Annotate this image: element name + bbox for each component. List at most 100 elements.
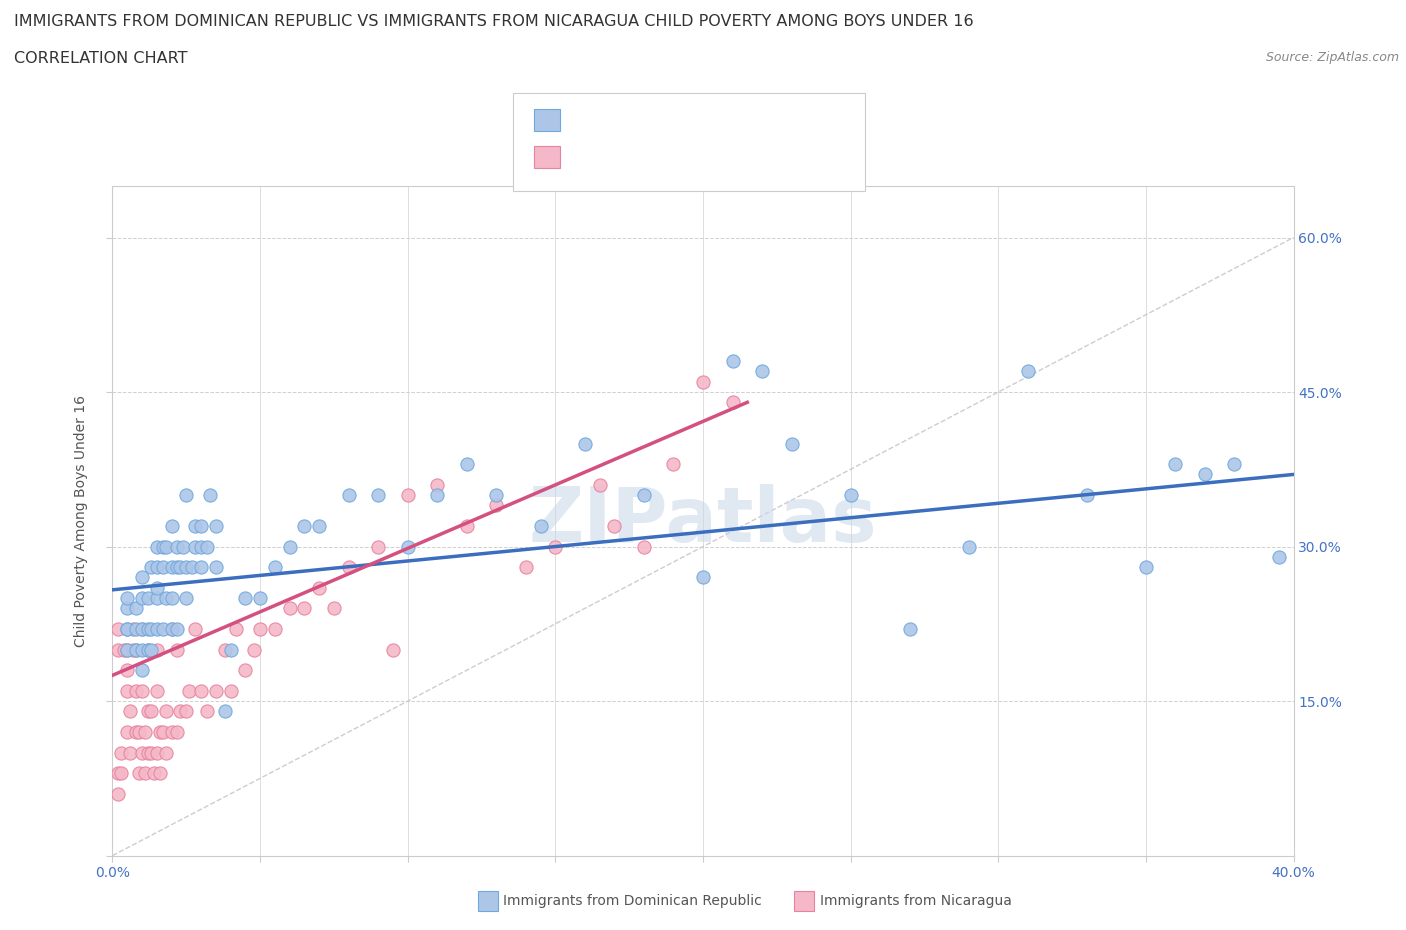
- Point: [125, 601, 148, 616]
- Point: [249, 591, 271, 605]
- Point: [181, 560, 204, 575]
- Point: [603, 519, 626, 534]
- Point: [146, 539, 169, 554]
- Point: [1164, 457, 1187, 472]
- Point: [146, 560, 169, 575]
- Point: [174, 591, 197, 605]
- Point: [136, 621, 159, 636]
- Point: [367, 487, 389, 502]
- Point: [107, 642, 129, 657]
- Point: [1076, 487, 1098, 502]
- Point: [160, 560, 183, 575]
- Point: [131, 621, 153, 636]
- Point: [692, 570, 714, 585]
- Point: [107, 765, 129, 780]
- Point: [117, 642, 138, 657]
- Point: [131, 570, 153, 585]
- Point: [190, 539, 212, 554]
- Point: [485, 487, 508, 502]
- Point: [308, 519, 330, 534]
- Point: [184, 519, 207, 534]
- Text: CORRELATION CHART: CORRELATION CHART: [14, 51, 187, 66]
- Point: [278, 539, 301, 554]
- Text: R = 0.354   N = 82: R = 0.354 N = 82: [571, 109, 741, 127]
- Point: [225, 621, 247, 636]
- Point: [136, 591, 159, 605]
- Point: [120, 704, 142, 719]
- Point: [110, 765, 132, 780]
- Text: Immigrants from Nicaragua: Immigrants from Nicaragua: [820, 894, 1011, 909]
- Point: [1223, 457, 1246, 472]
- Point: [751, 364, 773, 379]
- Point: [160, 621, 183, 636]
- Point: [134, 765, 156, 780]
- Point: [131, 591, 153, 605]
- Point: [166, 539, 188, 554]
- Point: [155, 745, 177, 760]
- Text: ZIPatlas: ZIPatlas: [529, 484, 877, 558]
- Point: [292, 519, 315, 534]
- Point: [146, 621, 169, 636]
- Point: [367, 539, 389, 554]
- Point: [1135, 560, 1157, 575]
- Point: [149, 765, 172, 780]
- Point: [169, 704, 191, 719]
- Text: IMMIGRANTS FROM DOMINICAN REPUBLIC VS IMMIGRANTS FROM NICARAGUA CHILD POVERTY AM: IMMIGRANTS FROM DOMINICAN REPUBLIC VS IM…: [14, 14, 974, 29]
- Point: [166, 621, 188, 636]
- Point: [107, 621, 129, 636]
- Text: R = 0.396   N = 76: R = 0.396 N = 76: [571, 146, 741, 165]
- Point: [128, 724, 150, 739]
- Point: [198, 487, 221, 502]
- Point: [190, 519, 212, 534]
- Point: [120, 745, 142, 760]
- Point: [139, 704, 162, 719]
- Point: [214, 704, 236, 719]
- Point: [125, 621, 148, 636]
- Point: [574, 436, 596, 451]
- Point: [588, 477, 610, 492]
- Point: [195, 704, 218, 719]
- Point: [1268, 550, 1291, 565]
- Point: [122, 642, 145, 657]
- Text: Source: ZipAtlas.com: Source: ZipAtlas.com: [1265, 51, 1399, 64]
- Point: [166, 560, 188, 575]
- Point: [721, 353, 744, 368]
- Point: [117, 642, 138, 657]
- Point: [456, 457, 478, 472]
- Point: [155, 704, 177, 719]
- Point: [160, 724, 183, 739]
- Point: [205, 560, 228, 575]
- Point: [174, 560, 197, 575]
- Point: [839, 487, 862, 502]
- Point: [117, 621, 138, 636]
- Point: [721, 395, 744, 410]
- Point: [264, 621, 287, 636]
- Point: [337, 487, 360, 502]
- Point: [169, 560, 191, 575]
- Point: [633, 487, 655, 502]
- Point: [131, 684, 153, 698]
- Point: [396, 487, 419, 502]
- Point: [146, 642, 169, 657]
- Point: [214, 642, 236, 657]
- Point: [292, 601, 315, 616]
- Point: [243, 642, 266, 657]
- Point: [131, 745, 153, 760]
- Text: Immigrants from Dominican Republic: Immigrants from Dominican Republic: [503, 894, 762, 909]
- Point: [128, 765, 150, 780]
- Point: [146, 580, 169, 595]
- Point: [780, 436, 803, 451]
- Point: [136, 642, 159, 657]
- Point: [146, 591, 169, 605]
- Point: [219, 642, 242, 657]
- Point: [662, 457, 685, 472]
- Point: [134, 724, 156, 739]
- Point: [190, 684, 212, 698]
- Point: [184, 621, 207, 636]
- Point: [166, 724, 188, 739]
- Point: [149, 724, 172, 739]
- Point: [205, 519, 228, 534]
- Point: [139, 560, 162, 575]
- Point: [456, 519, 478, 534]
- Point: [136, 642, 159, 657]
